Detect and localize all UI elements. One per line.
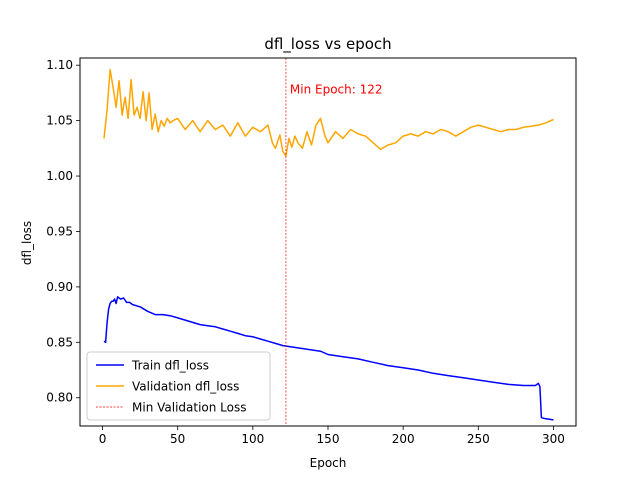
legend-label-min-val: Min Validation Loss (132, 401, 247, 415)
y-tick-label: 0.85 (46, 335, 73, 349)
x-axis-label: Epoch (310, 456, 347, 470)
legend-label-validation: Validation dfl_loss (132, 380, 239, 394)
y-tick-label: 0.90 (46, 280, 73, 294)
x-tick-label: 300 (542, 432, 565, 446)
train-series-line (103, 296, 554, 421)
y-tick-label: 0.80 (46, 391, 73, 405)
y-tick-label: 0.95 (46, 224, 73, 238)
plot-area: Min Epoch: 122 0 50 100 150 200 250 300 0.80 0.85… (46, 57, 577, 446)
y-tick-label: 1.10 (46, 58, 73, 72)
x-tick-label: 0 (99, 432, 107, 446)
x-tick-label: 200 (392, 432, 415, 446)
legend-label-train: Train dfl_loss (131, 359, 209, 373)
legend-box (86, 351, 271, 421)
y-tick-label: 1.00 (46, 169, 73, 183)
x-tick-label: 50 (170, 432, 185, 446)
y-tick-label: 1.05 (46, 114, 73, 128)
y-axis-label: dfl_loss (20, 221, 34, 265)
x-tick-label: 250 (467, 432, 490, 446)
chart-title: dfl_loss vs epoch (264, 35, 391, 54)
legend: Train dfl_loss Validation dfl_loss Min V… (86, 351, 271, 421)
x-tick-label: 150 (317, 432, 340, 446)
min-epoch-annotation: Min Epoch: 122 (290, 83, 383, 97)
x-tick-label: 100 (241, 432, 264, 446)
